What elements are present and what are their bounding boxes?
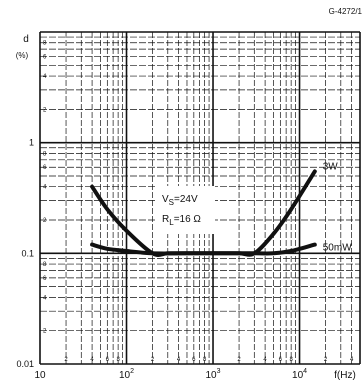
y-tick-label: 0.1 [21,248,34,258]
x-minor-tick-label: 8 [289,357,293,363]
y-axis-label: d (%) [16,34,29,60]
annotation-background [155,186,215,234]
x-minor-tick-label: 4 [350,357,354,363]
x-minor-tick-label: 6 [279,357,283,363]
y-axis-unit: (%) [16,51,29,60]
y-tick-label: 0.01 [16,359,34,369]
x-minor-tick-label: 8 [116,357,120,363]
y-minor-tick-label: 8 [43,262,47,268]
y-minor-tick-label: 4 [43,295,47,301]
series-curves: 3W 50mW [90,161,352,257]
y-minor-tick-label: 4 [43,185,47,191]
y-tick-label: 1 [29,138,34,148]
y-minor-tick-label: 6 [43,55,47,61]
rl-annotation: RL=16 Ω [162,214,201,227]
conditions-annotation: VS=24V RL=16 Ω [155,186,215,234]
x-minor-tick-label: 4 [90,357,94,363]
y-minor-tick-label: 2 [43,218,47,224]
x-tick-label: 10 [34,370,46,381]
y-minor-tick-label: 8 [43,151,47,157]
x-minor-tick-label: 2 [324,357,328,363]
series-label-3w: 3W [323,161,339,172]
x-axis-label: f(Hz) [334,370,356,381]
y-minor-tick-label: 2 [43,329,47,335]
y-minor-tick-label: 6 [43,165,47,171]
x-minor-tick-label: 6 [192,357,196,363]
y-minor-tick-label: 6 [43,276,47,282]
x-minor-tick-label: 4 [177,357,181,363]
x-minor-tick-label: 4 [263,357,267,363]
y-minor-tick-label: 4 [43,74,47,80]
vs-annotation: VS=24V [162,194,198,207]
grid [39,31,361,365]
x-tick-label: 104 [292,368,307,381]
y-minor-tick-label: 2 [43,107,47,113]
x-minor-tick-label: 6 [106,357,110,363]
x-tick-label: 102 [119,368,134,381]
x-minor-tick-label: 2 [64,357,68,363]
series-label-50mw: 50mW [323,243,352,254]
series-line-50mw [90,242,317,256]
y-axis-symbol: d [23,34,29,45]
x-minor-tick-label: 2 [237,357,241,363]
x-tick-label: 103 [206,368,221,381]
x-minor-tick-label: 8 [203,357,207,363]
x-minor-tick-label: 2 [151,357,155,363]
figure-code-label: G-4272/1 [329,7,363,16]
y-minor-tick-label: 8 [43,41,47,47]
